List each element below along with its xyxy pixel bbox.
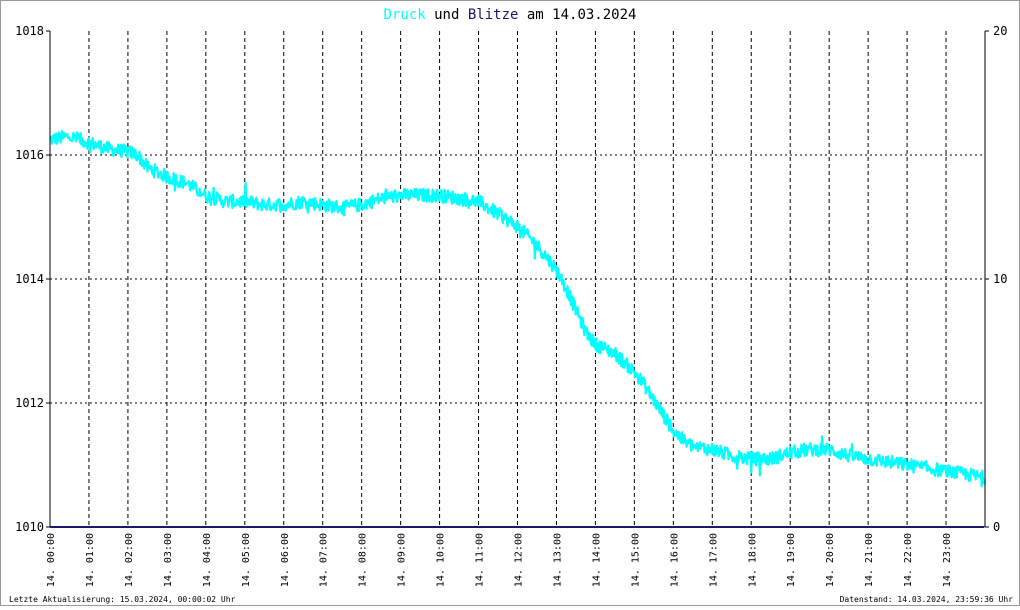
series-druck — [49, 130, 987, 488]
footer-last-update: Letzte Aktualisierung: 15.03.2024, 00:00… — [9, 595, 236, 604]
x-tick-label: 14. 04:00 — [202, 533, 213, 587]
y-axis-left: 1010 1012 1014 1016 1018 — [15, 24, 50, 534]
y-left-tick-label: 1018 — [15, 24, 44, 38]
x-tick-label: 14. 20:00 — [825, 533, 836, 587]
x-tick-label: 14. 17:00 — [708, 533, 719, 587]
y-left-tick-label: 1012 — [15, 396, 44, 410]
y-right-tick-label: 0 — [993, 520, 1000, 534]
x-tick-label: 14. 05:00 — [241, 533, 252, 587]
y-left-tick-label: 1010 — [15, 520, 44, 534]
title-blitze: Blitze — [468, 7, 519, 23]
x-tick-label: 14. 08:00 — [358, 533, 369, 587]
y-right-tick-label: 10 — [993, 272, 1007, 286]
y-axis-right: 0 10 20 — [985, 24, 1007, 534]
x-tick-label: 14. 06:00 — [280, 533, 291, 587]
y-right-tick-label: 20 — [993, 24, 1007, 38]
x-tick-label: 14. 01:00 — [85, 533, 96, 587]
chart-title: Druck und Blitze am 14.03.2024 — [384, 7, 637, 23]
x-tick-label: 14. 16:00 — [669, 533, 680, 587]
y-left-tick-label: 1014 — [15, 272, 44, 286]
y-left-tick-label: 1016 — [15, 148, 44, 162]
x-tick-label: 14. 21:00 — [864, 533, 875, 587]
title-und: und — [426, 7, 468, 23]
title-date: am 14.03.2024 — [518, 7, 636, 23]
x-tick-label: 14. 19:00 — [786, 533, 797, 587]
x-tick-label: 14. 12:00 — [514, 533, 525, 587]
x-tick-label: 14. 14:00 — [591, 533, 602, 587]
x-tick-label: 14. 23:00 — [942, 533, 953, 587]
title-druck: Druck — [384, 7, 427, 23]
x-tick-label: 14. 13:00 — [553, 533, 564, 587]
x-tick-label: 14. 18:00 — [747, 533, 758, 587]
x-tick-label: 14. 10:00 — [436, 533, 447, 587]
x-tick-label: 14. 11:00 — [475, 533, 486, 587]
x-tick-label: 14. 15:00 — [630, 533, 641, 587]
x-axis: 14. 00:00 14. 01:00 14. 02:00 14. 03:00 14. … — [46, 533, 953, 587]
x-tick-label: 14. 02:00 — [124, 533, 135, 587]
x-tick-label: 14. 07:00 — [319, 533, 330, 587]
x-tick-label: 14. 03:00 — [163, 533, 174, 587]
x-tick-label: 14. 22:00 — [903, 533, 914, 587]
x-tick-label: 14. 09:00 — [397, 533, 408, 587]
footer-data-status: Datenstand: 14.03.2024, 23:59:36 Uhr — [840, 595, 1014, 604]
x-tick-label: 14. 00:00 — [46, 533, 57, 587]
pressure-line — [49, 130, 987, 488]
